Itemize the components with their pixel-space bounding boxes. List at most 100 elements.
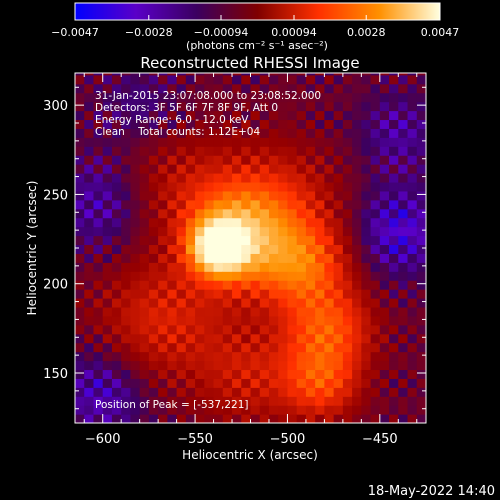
heatmap-cell bbox=[250, 217, 261, 228]
heatmap-cell bbox=[370, 396, 381, 406]
heatmap-cell bbox=[241, 110, 252, 121]
heatmap-cell bbox=[259, 324, 270, 335]
heatmap-cell bbox=[185, 262, 196, 272]
heatmap-cell bbox=[296, 119, 307, 129]
heatmap-cell bbox=[130, 199, 141, 210]
heatmap-cell bbox=[195, 396, 205, 406]
heatmap-cell bbox=[370, 351, 381, 362]
heatmap-cell bbox=[296, 110, 307, 121]
heatmap-cell bbox=[305, 396, 316, 406]
heatmap-cell bbox=[195, 173, 205, 183]
heatmap-cell bbox=[121, 298, 132, 308]
heatmap-cell bbox=[398, 208, 409, 219]
heatmap-cell bbox=[167, 181, 178, 192]
heatmap-cell bbox=[305, 244, 316, 254]
heatmap-cell bbox=[167, 253, 178, 263]
heatmap-cell bbox=[195, 414, 205, 423]
heatmap-cell bbox=[305, 280, 316, 290]
heatmap-cell bbox=[241, 298, 252, 308]
heatmap-cell bbox=[259, 217, 270, 228]
heatmap-cell bbox=[259, 262, 270, 272]
heatmap-cell bbox=[185, 199, 196, 210]
heatmap-cell bbox=[158, 226, 168, 237]
heatmap-cell bbox=[352, 369, 362, 379]
heatmap-cell bbox=[324, 244, 335, 254]
heatmap-cell bbox=[259, 190, 270, 201]
heatmap-cell bbox=[213, 92, 224, 103]
heatmap-cell bbox=[204, 101, 215, 112]
heatmap-cell bbox=[111, 101, 122, 112]
heatmap-cell bbox=[342, 342, 353, 353]
heatmap-cell bbox=[204, 244, 215, 254]
heatmap-cell bbox=[398, 351, 409, 362]
heatmap-cell bbox=[379, 101, 390, 112]
heatmap-cell bbox=[416, 155, 426, 165]
heatmap-cell bbox=[315, 217, 325, 228]
heatmap-cell bbox=[139, 298, 150, 308]
heatmap-cell bbox=[268, 378, 279, 388]
heatmap-cell bbox=[370, 181, 381, 192]
heatmap-cell bbox=[259, 128, 270, 138]
heatmap-cell bbox=[333, 387, 344, 397]
heatmap-cell bbox=[342, 128, 353, 138]
heatmap-cell bbox=[342, 244, 353, 254]
heatmap-cell bbox=[84, 342, 95, 353]
heatmap-cell bbox=[268, 155, 279, 165]
heatmap-cell bbox=[296, 244, 307, 254]
heatmap-cell bbox=[370, 298, 381, 308]
heatmap-cell bbox=[195, 342, 205, 353]
heatmap-cell bbox=[185, 155, 196, 165]
heatmap-cell bbox=[84, 405, 95, 415]
heatmap-cell bbox=[222, 360, 233, 371]
heatmap-cell bbox=[333, 306, 344, 317]
heatmap-cell bbox=[84, 253, 95, 263]
heatmap-cell bbox=[296, 351, 307, 362]
heatmap-cell bbox=[111, 396, 122, 406]
heatmap-cell bbox=[75, 414, 85, 423]
heatmap-cell bbox=[121, 235, 132, 246]
heatmap-cell bbox=[278, 173, 289, 183]
heatmap-cell bbox=[278, 280, 289, 290]
heatmap-cell bbox=[185, 208, 196, 219]
heatmap-cell bbox=[185, 298, 196, 308]
heatmap-cell bbox=[407, 298, 418, 308]
heatmap-cell bbox=[259, 73, 270, 76]
heatmap-cell bbox=[121, 173, 132, 183]
heatmap-cell bbox=[93, 369, 104, 379]
heatmap-cell bbox=[352, 146, 362, 156]
heatmap-cell bbox=[93, 208, 104, 219]
heatmap-cell bbox=[185, 173, 196, 183]
heatmap-cell bbox=[352, 92, 362, 103]
heatmap-cell bbox=[296, 226, 307, 237]
heatmap-cell bbox=[379, 128, 390, 138]
heatmap-cell bbox=[315, 378, 325, 388]
heatmap-cell bbox=[185, 137, 196, 147]
heatmap-cell bbox=[389, 369, 399, 379]
heatmap-cell bbox=[296, 217, 307, 228]
annotation-line: Clean Total counts: 1.12E+04 bbox=[95, 126, 260, 138]
y-tick-label: 200 bbox=[43, 278, 68, 293]
heatmap-cell bbox=[93, 164, 104, 174]
heatmap-cell bbox=[241, 146, 252, 156]
heatmap-cell bbox=[379, 378, 390, 388]
heatmap-cell bbox=[361, 342, 372, 353]
heatmap-cell bbox=[305, 74, 316, 85]
heatmap-cell bbox=[278, 155, 289, 165]
heatmap-cell bbox=[176, 360, 187, 371]
heatmap-cell bbox=[121, 351, 132, 362]
heatmap-cell bbox=[111, 164, 122, 174]
heatmap-cell bbox=[204, 181, 215, 192]
heatmap-cell bbox=[139, 271, 150, 281]
heatmap-cell bbox=[222, 173, 233, 183]
heatmap-cell bbox=[158, 306, 168, 317]
heatmap-cell bbox=[185, 235, 196, 246]
heatmap-cell bbox=[315, 306, 325, 317]
heatmap-cell bbox=[250, 280, 261, 290]
heatmap-cell bbox=[324, 360, 335, 371]
heatmap-cell bbox=[333, 280, 344, 290]
heatmap-cell bbox=[370, 164, 381, 174]
heatmap-cell bbox=[361, 280, 372, 290]
heatmap-cell bbox=[222, 378, 233, 388]
heatmap-cell bbox=[389, 217, 399, 228]
heatmap-cell bbox=[333, 83, 344, 94]
